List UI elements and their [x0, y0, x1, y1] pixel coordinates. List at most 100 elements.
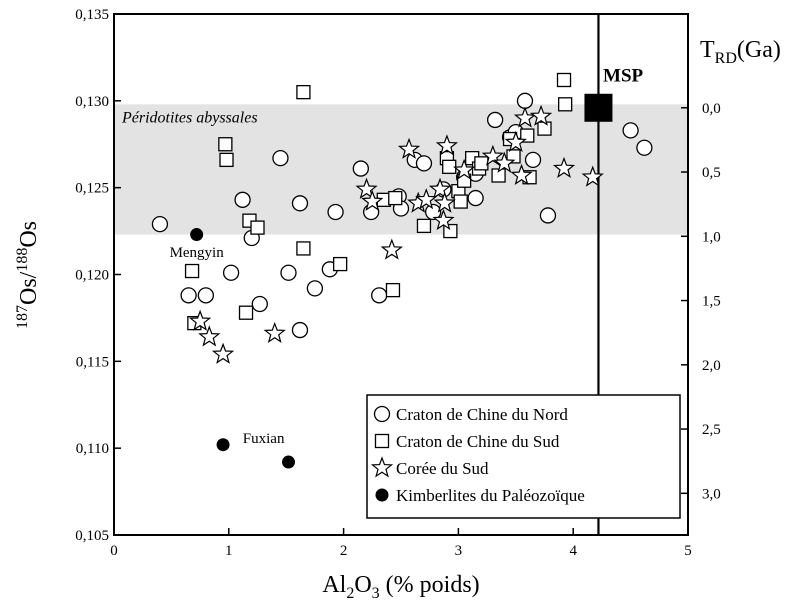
x-tick-label: 0	[110, 543, 118, 559]
legend-marker	[374, 433, 390, 449]
circle-point	[636, 139, 653, 156]
square-point	[416, 218, 432, 234]
circle-point	[222, 264, 240, 281]
circle-point	[524, 151, 542, 169]
msp-label: MSP	[603, 66, 644, 87]
circle-point	[327, 203, 344, 221]
circle-point	[424, 203, 442, 221]
circle-point	[622, 122, 639, 139]
star-point	[493, 151, 516, 173]
star-point	[263, 321, 286, 344]
y-tick-label: 0,110	[76, 441, 109, 457]
right-tick-label: 2,5	[702, 422, 721, 438]
legend-box	[366, 394, 681, 519]
y-axis-ticks: 0,105 0,110 0,115 0,120 0,125 0,130 0,135	[75, 7, 121, 544]
x-label-base: Al	[322, 572, 346, 598]
x-tick-label: 1	[225, 543, 233, 559]
star-point	[513, 106, 537, 128]
star-point	[211, 342, 235, 364]
square-point	[558, 97, 573, 112]
filled-circle-point	[190, 228, 204, 242]
circle-point	[234, 191, 251, 208]
x-axis-ticks: 0 1 2 3 4 5	[110, 528, 692, 559]
x-label-sub1: 2	[346, 585, 354, 602]
circle-point	[539, 207, 557, 224]
star-point	[433, 191, 456, 213]
right-tick-label: 0,5	[702, 165, 721, 181]
y-tick-label: 0,105	[75, 528, 109, 544]
star-point	[188, 309, 212, 331]
square-point	[474, 156, 489, 171]
circle-point	[272, 149, 289, 167]
star-point	[380, 238, 403, 260]
legend-marker	[375, 488, 389, 502]
y-axis-label: 187Os/188Os	[14, 221, 42, 329]
x-label-mid: O	[354, 572, 371, 598]
square-point	[218, 137, 233, 152]
legend-marker	[373, 405, 391, 423]
legend-marker	[370, 456, 394, 478]
right-tick-label: 2,0	[702, 358, 721, 374]
circle-point	[516, 92, 534, 109]
circle-point	[371, 287, 388, 304]
square-point	[333, 256, 348, 272]
legend-label: Craton de Chine du Sud	[396, 432, 560, 451]
circle-point	[291, 195, 309, 212]
square-point	[556, 72, 572, 88]
star-point	[581, 165, 604, 187]
filled-circle-point	[281, 455, 295, 469]
y-tick-label: 0,125	[75, 181, 109, 197]
star-point	[510, 163, 533, 185]
y-tick-label: 0,120	[75, 268, 109, 284]
band-label: Péridotites abyssales	[121, 109, 258, 126]
legend-label: Corée du Sud	[396, 459, 489, 478]
circle-point	[291, 321, 309, 339]
square-point	[184, 263, 200, 279]
x-label-sub2: 3	[372, 585, 380, 602]
star-point	[428, 177, 452, 199]
circle-point	[467, 189, 484, 207]
legend-label: Kimberlites du Paléozoïque	[396, 486, 585, 505]
circle-point	[486, 111, 504, 129]
square-point	[537, 121, 552, 136]
square-point	[385, 282, 401, 298]
circle-point	[415, 155, 433, 172]
star-point	[432, 208, 455, 231]
y-tick-label: 0,135	[75, 7, 109, 23]
data-points	[151, 72, 653, 469]
square-point	[238, 305, 254, 320]
star-point	[355, 177, 378, 199]
square-point	[453, 194, 468, 209]
right-axis-label: TRD(Ga)	[700, 37, 781, 67]
right-axis-ticks: 0,0 0,5 1,0 1,5 2,0 2,5 3,0	[681, 101, 721, 502]
star-point	[504, 130, 527, 152]
square-point	[219, 152, 234, 168]
circle-point	[197, 287, 214, 304]
y-tick-label: 0,115	[76, 354, 109, 370]
legend-label: Craton de Chine du Nord	[396, 405, 568, 424]
right-tick-label: 1,0	[702, 229, 721, 245]
x-label-rest: (% poids)	[380, 572, 480, 598]
x-tick-label: 4	[569, 543, 577, 559]
filled-circle-point	[216, 438, 230, 452]
x-tick-label: 3	[455, 543, 463, 559]
y2-label-rest: (Ga)	[737, 37, 781, 63]
star-point	[552, 156, 576, 179]
right-tick-label: 3,0	[702, 486, 721, 502]
star-point	[481, 144, 504, 166]
x-axis-label: Al2O3 (% poids)	[322, 572, 479, 602]
square-point	[388, 190, 403, 206]
mengyin-label: Mengyin	[170, 245, 225, 261]
right-tick-label: 0,0	[702, 101, 721, 117]
star-point	[453, 158, 476, 180]
y-label-sup2: 188	[14, 248, 31, 272]
square-point	[296, 85, 311, 100]
circle-point	[306, 280, 324, 297]
y-label-sup1: 187	[14, 305, 31, 329]
y2-label-sub: RD	[715, 50, 737, 67]
right-tick-label: 1,5	[702, 294, 721, 310]
x-tick-label: 5	[684, 543, 692, 559]
star-point	[397, 137, 421, 159]
legend: Craton de Chine du Nord Craton de Chine d…	[366, 394, 681, 519]
circle-point	[280, 264, 297, 281]
